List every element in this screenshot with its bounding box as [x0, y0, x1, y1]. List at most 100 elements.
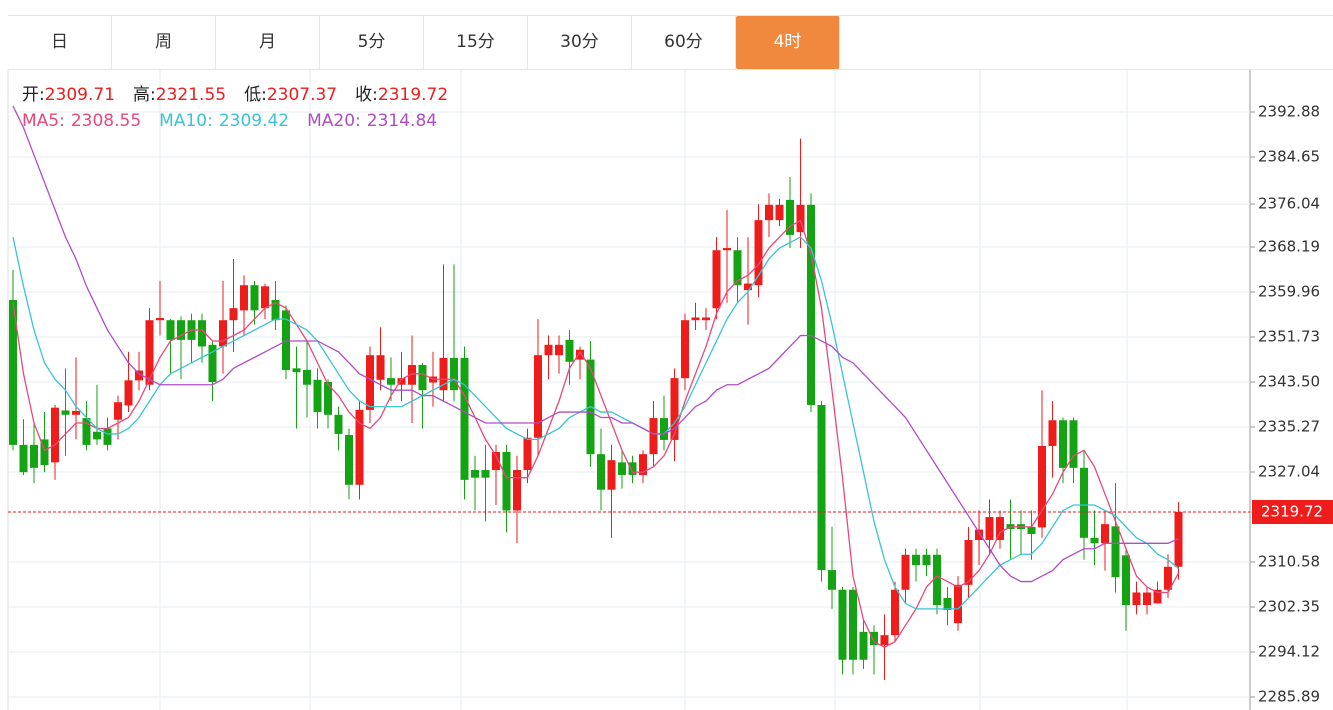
- period-tab[interactable]: 15分: [424, 16, 528, 69]
- candle-body: [460, 357, 469, 480]
- candle-body: [880, 635, 889, 645]
- candle-body: [817, 404, 826, 571]
- candle-body: [492, 451, 500, 471]
- candle-body: [649, 418, 658, 455]
- candle-body: [1153, 589, 1162, 604]
- candle-body: [1101, 524, 1109, 544]
- candle-body: [481, 470, 490, 478]
- candle-body: [103, 428, 112, 445]
- y-tick-label: 2343.50: [1258, 372, 1320, 390]
- candle-body: [1090, 537, 1099, 544]
- candle-body: [786, 199, 794, 235]
- candle-body: [1164, 566, 1172, 590]
- period-tab[interactable]: 60分: [632, 16, 736, 69]
- candle-body: [313, 379, 322, 413]
- ma-legend: MA5: 2308.55 MA10: 2309.42 MA20: 2314.84: [22, 108, 466, 134]
- y-tick-label: 2302.35: [1258, 597, 1320, 615]
- candle-body: [355, 409, 364, 485]
- candle-body: [1122, 555, 1130, 606]
- candle-body: [712, 250, 721, 309]
- candle-body: [702, 317, 710, 321]
- candle-body: [660, 418, 668, 440]
- candle-body: [943, 597, 952, 610]
- candle-body: [219, 320, 227, 347]
- y-tick-label: 2327.04: [1258, 462, 1320, 480]
- candle-body: [240, 285, 248, 311]
- candle-body: [334, 414, 343, 434]
- period-tab[interactable]: 月: [216, 16, 320, 69]
- candle-body: [450, 357, 458, 391]
- candle-body: [1080, 467, 1088, 538]
- period-tab[interactable]: 日: [8, 16, 112, 69]
- candle-body: [166, 320, 175, 340]
- candle-body: [387, 378, 395, 385]
- candle-body: [502, 451, 511, 511]
- candle-body: [733, 250, 742, 286]
- candle-body: [891, 589, 899, 636]
- candle-body: [796, 204, 805, 233]
- period-tab[interactable]: 周: [112, 16, 216, 69]
- candle-body: [324, 381, 332, 415]
- candle-body: [156, 318, 164, 321]
- candle-body: [597, 454, 605, 490]
- candle-body: [775, 204, 784, 221]
- y-tick-label: 2368.19: [1258, 237, 1320, 255]
- period-tab[interactable]: 30分: [528, 16, 632, 69]
- candle-body: [282, 310, 290, 370]
- ohlc-label: 低:: [244, 85, 267, 105]
- candle-body: [744, 283, 752, 291]
- candle-body: [618, 462, 626, 475]
- candle-body: [870, 631, 878, 645]
- candle-body: [93, 431, 101, 440]
- candle-body: [765, 204, 773, 221]
- candle-body: [544, 344, 553, 356]
- candle-body: [408, 365, 416, 385]
- candle-body: [345, 435, 353, 485]
- candle-body: [376, 355, 385, 380]
- candle-body: [82, 418, 91, 445]
- candle-body: [397, 378, 406, 385]
- candle-body: [859, 631, 868, 660]
- candle-body: [114, 402, 122, 420]
- candle-body: [576, 349, 584, 360]
- candle-body: [670, 378, 679, 440]
- y-tick-label: 2310.58: [1258, 552, 1320, 570]
- candle-body: [954, 584, 962, 624]
- candle-body: [124, 380, 133, 406]
- candle-body: [271, 299, 280, 321]
- candle-body: [1059, 420, 1067, 468]
- period-tab[interactable]: 5分: [320, 16, 424, 69]
- candle-body: [418, 365, 427, 391]
- y-tick-label: 2384.65: [1258, 147, 1320, 165]
- candle-body: [691, 317, 700, 321]
- candle-body: [849, 589, 857, 660]
- candle-body: [145, 320, 154, 385]
- candle-body: [366, 355, 374, 410]
- ohlc-label: 收:: [355, 85, 378, 105]
- candle-body: [639, 454, 647, 475]
- candle-body: [471, 470, 479, 478]
- candle-body: [723, 248, 731, 251]
- candle-body: [135, 370, 143, 381]
- candle-body: [250, 285, 259, 311]
- candle-body: [198, 320, 206, 347]
- candle-body: [534, 355, 542, 438]
- ma-label: MA20:: [307, 111, 361, 131]
- y-tick-label: 2392.88: [1258, 102, 1320, 120]
- y-tick-label: 2335.27: [1258, 417, 1320, 435]
- ma-label: MA5:: [22, 111, 65, 131]
- y-tick-label: 2359.96: [1258, 282, 1320, 300]
- ma-label: MA10:: [159, 111, 213, 131]
- period-tab[interactable]: 4时: [736, 16, 840, 69]
- candle-body: [523, 437, 532, 471]
- candle-body: [72, 410, 80, 415]
- candle-body: [51, 407, 59, 463]
- candle-body: [261, 286, 269, 309]
- ohlc-value: 2319.72: [377, 85, 449, 105]
- ma-value: 2309.42: [218, 111, 290, 131]
- candle-body: [229, 308, 238, 321]
- candle-body: [177, 320, 185, 340]
- candle-body: [754, 220, 763, 286]
